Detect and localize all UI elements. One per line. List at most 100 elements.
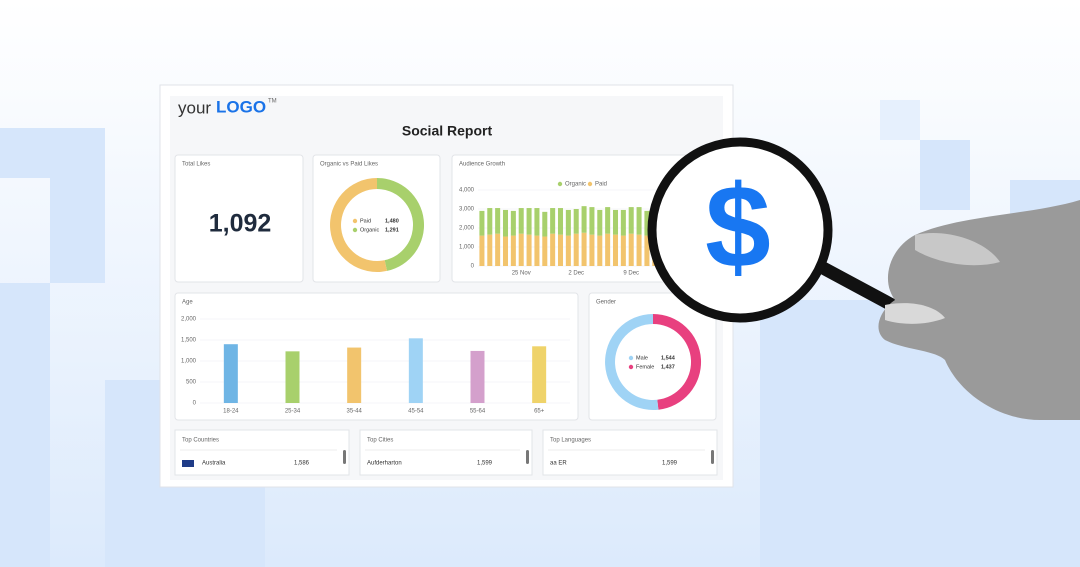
y-tick-label: 2,000: [181, 317, 197, 323]
y-tick-label: 1,000: [459, 245, 475, 251]
magnifier: $: [647, 137, 833, 323]
y-tick-label: 0: [471, 264, 475, 270]
bar-segment: [612, 234, 619, 266]
report-title: Social Report: [402, 123, 493, 139]
table-title: Top Languages: [550, 438, 591, 444]
bar: [470, 350, 485, 403]
bar-segment: [612, 209, 619, 235]
x-tick-label: 9 Dec: [623, 271, 639, 277]
legend-swatch: [587, 181, 593, 187]
table-panel: [542, 429, 718, 476]
table-cell: Australia: [202, 461, 226, 467]
logo-mark: TM: [268, 99, 277, 105]
table-cell: aa ER: [550, 461, 567, 467]
y-tick-label: 2,000: [459, 226, 475, 232]
bar-segment: [581, 206, 587, 233]
legend-swatch: [352, 227, 358, 233]
table-cell: 1,586: [294, 461, 310, 467]
y-tick-label: 0: [193, 401, 197, 407]
x-tick-label: 25-34: [285, 409, 301, 415]
data-label: 1,480: [385, 218, 399, 224]
table-panel: [174, 429, 350, 476]
bar-segment: [581, 232, 587, 266]
bar: [223, 344, 238, 403]
bar-segment: [628, 207, 634, 234]
x-tick-label: 18-24: [223, 409, 239, 415]
bar-segment: [542, 211, 548, 237]
bar-segment: [573, 209, 579, 234]
bar-segment: [526, 208, 532, 235]
panel-title: Age: [182, 300, 193, 306]
panel-title: Gender: [596, 300, 616, 306]
bar-segment: [597, 235, 603, 266]
logo-prefix: your: [178, 98, 211, 117]
x-tick-label: 25 Nov: [512, 271, 531, 277]
logo-brand: LOGO: [216, 97, 266, 116]
legend-label: Female: [636, 364, 654, 370]
bar-segment: [495, 233, 501, 266]
bar-segment: [605, 233, 611, 266]
x-tick-label: 65+: [534, 409, 545, 415]
scrollbar: [711, 450, 714, 464]
scrollbar: [343, 450, 346, 464]
panel-title: Total Likes: [182, 162, 210, 168]
bar-segment: [479, 235, 485, 266]
y-tick-label: 500: [186, 380, 197, 386]
legend-label: Paid: [360, 218, 371, 224]
bar-segment: [620, 235, 626, 266]
legend-label: Organic: [360, 227, 380, 233]
y-tick-label: 1,500: [181, 338, 197, 344]
legend-label: Male: [636, 355, 648, 361]
table-cell: 1,599: [477, 461, 493, 467]
bar-segment: [628, 233, 634, 266]
bar-segment: [502, 236, 509, 266]
donut-slice: [605, 314, 659, 410]
bar-segment: [550, 208, 556, 234]
bar-segment: [550, 233, 556, 266]
flag: [182, 460, 194, 467]
legend-swatch: [628, 355, 634, 361]
data-label: 1,437: [661, 364, 675, 370]
report-body: [170, 96, 723, 480]
panel: [174, 154, 304, 283]
bar-segment: [620, 209, 626, 236]
bar-segment: [510, 235, 516, 266]
bar-segment: [589, 234, 595, 266]
bar-segment: [636, 207, 642, 235]
bar-segment: [534, 235, 540, 266]
x-tick-label: 55-64: [470, 409, 486, 415]
bar: [347, 347, 362, 403]
bar-segment: [636, 234, 642, 266]
bar-segment: [557, 234, 564, 266]
table-title: Top Cities: [367, 438, 393, 444]
bar-segment: [487, 208, 493, 235]
bar-segment: [502, 209, 509, 237]
bar-segment: [487, 234, 493, 266]
scrollbar: [526, 450, 529, 464]
magnifier-symbol: $: [705, 161, 771, 293]
hand: [805, 200, 1080, 420]
panel-title: Audience Growth: [459, 162, 505, 168]
donut-slice: [653, 313, 702, 410]
bar-segment: [534, 208, 540, 236]
bar-segment: [644, 210, 650, 236]
bar-segment: [542, 236, 548, 266]
bar-segment: [518, 208, 524, 234]
legend-swatch: [352, 218, 358, 224]
y-tick-label: 4,000: [459, 188, 475, 194]
bar-segment: [518, 233, 524, 266]
total-likes-value: 1,092: [209, 210, 272, 238]
data-label: 1,544: [661, 355, 676, 361]
legend-swatch: [628, 364, 634, 370]
bar-segment: [495, 208, 501, 234]
bar: [408, 338, 423, 403]
x-tick-label: 35-44: [346, 409, 362, 415]
bar: [285, 351, 300, 403]
x-tick-label: 2 Dec: [568, 271, 584, 277]
table-cell: 1,599: [662, 461, 678, 467]
bar-segment: [565, 209, 571, 236]
bar-segment: [557, 208, 564, 235]
legend-label: Organic: [565, 182, 586, 188]
table-title: Top Countries: [182, 438, 219, 444]
